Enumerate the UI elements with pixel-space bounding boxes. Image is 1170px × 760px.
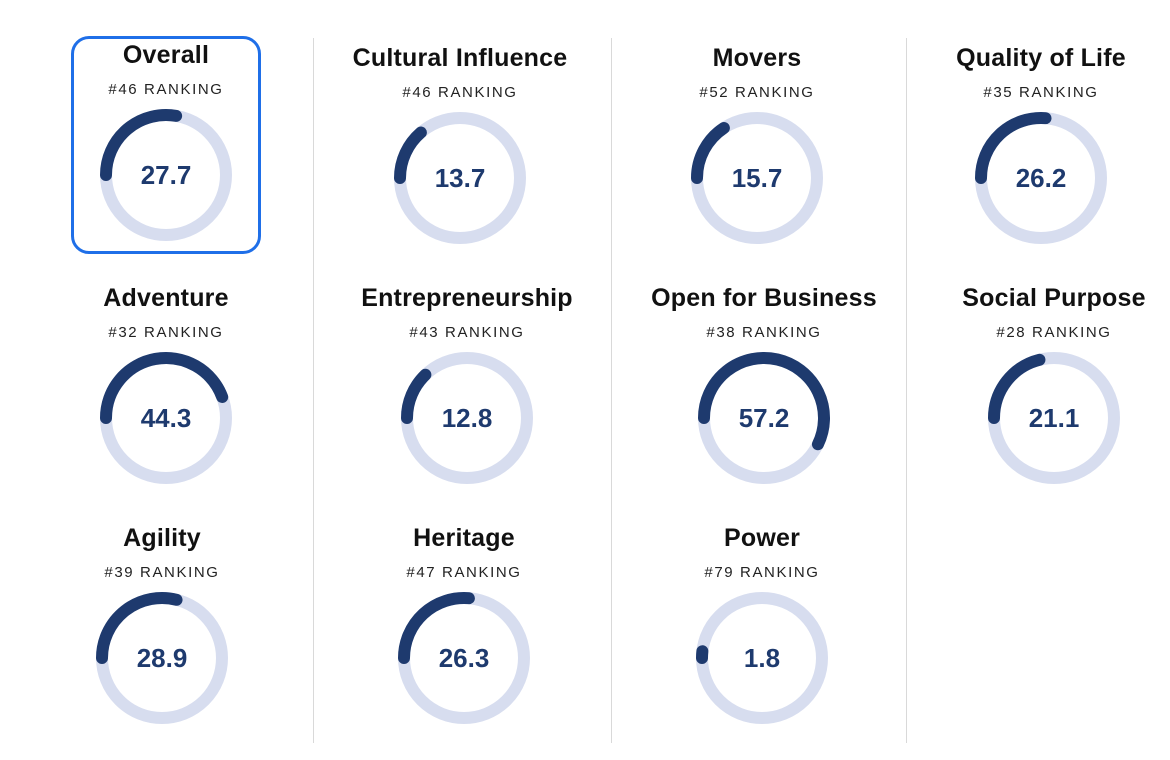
gauge-rank: #28 RANKING: [996, 324, 1112, 341]
gauge-value: 13.7: [435, 163, 486, 193]
gauge-title: Cultural Influence: [352, 44, 568, 72]
gauge-ring: 13.7: [394, 112, 526, 244]
gauge-ring: 28.9: [96, 592, 228, 724]
gauge-title: Open for Business: [651, 284, 877, 312]
gauge-ring: 12.8: [401, 352, 533, 484]
gauge-ring: 26.2: [975, 112, 1107, 244]
gauge-card-power[interactable]: Power #79 RANKING 1.8: [642, 520, 882, 750]
gauge-value: 21.1: [1029, 403, 1080, 433]
gauge-card-movers[interactable]: Movers #52 RANKING 15.7: [637, 40, 877, 270]
gauge-arc-agility: [96, 592, 183, 664]
gauge-ring: 15.7: [691, 112, 823, 244]
gauge-rank: #43 RANKING: [409, 324, 525, 341]
gauge-title: Heritage: [413, 524, 515, 552]
gauge-arc-entrepreneurship: [401, 368, 432, 424]
gauge-title: Adventure: [103, 284, 229, 312]
gauge-arc-open-for-business: [698, 352, 830, 451]
gauge-ring: 26.3: [398, 592, 530, 724]
gauge-card-adventure[interactable]: Adventure #32 RANKING 44.3: [46, 280, 286, 510]
gauge-title: Agility: [123, 524, 201, 552]
gauge-card-cultural-influence[interactable]: Cultural Influence #46 RANKING 13.7: [340, 40, 580, 270]
gauge-title: Quality of Life: [956, 44, 1126, 72]
gauge-rank: #39 RANKING: [104, 564, 220, 581]
gauge-card-open-for-business[interactable]: Open for Business #38 RANKING 57.2: [644, 280, 884, 510]
gauge-card-social-purpose[interactable]: Social Purpose #28 RANKING 21.1: [934, 280, 1170, 510]
gauge-ring: 1.8: [696, 592, 828, 724]
gauge-value: 28.9: [137, 643, 188, 673]
gauge-rank: #35 RANKING: [983, 84, 1099, 101]
gauge-arc-social-purpose: [988, 353, 1046, 424]
gauge-arc-movers: [691, 121, 730, 184]
gauge-arc-cultural-influence: [394, 126, 427, 184]
gauge-card-quality-of-life[interactable]: Quality of Life #35 RANKING 26.2: [921, 40, 1161, 270]
gauge-title: Overall: [122, 41, 210, 69]
gauge-title: Entrepreneurship: [361, 284, 573, 312]
gauge-title: Movers: [712, 44, 802, 72]
gauge-ring: 21.1: [988, 352, 1120, 484]
gauge-value: 15.7: [732, 163, 783, 193]
gauge-rank: #47 RANKING: [406, 564, 522, 581]
gauge-arc-adventure: [100, 352, 229, 424]
gauge-ring: 44.3: [100, 352, 232, 484]
divider: [611, 38, 612, 743]
gauge-rank: #79 RANKING: [704, 564, 820, 581]
gauge-value: 1.8: [744, 643, 780, 673]
gauge-rank: #46 RANKING: [108, 81, 224, 98]
gauge-value: 26.3: [439, 643, 490, 673]
gauge-value: 44.3: [141, 403, 192, 433]
gauge-arc-quality-of-life: [975, 112, 1052, 184]
gauge-value: 26.2: [1016, 163, 1067, 193]
gauge-rank: #52 RANKING: [699, 84, 815, 101]
gauge-ring: 57.2: [698, 352, 830, 484]
gauge-card-entrepreneurship[interactable]: Entrepreneurship #43 RANKING 12.8: [347, 280, 587, 510]
gauge-rank: #46 RANKING: [402, 84, 518, 101]
gauge-value: 12.8: [442, 403, 493, 433]
gauge-card-agility[interactable]: Agility #39 RANKING 28.9: [42, 520, 282, 750]
divider: [313, 38, 314, 743]
gauge-arc-overall: [100, 109, 183, 181]
gauge-value: 27.7: [141, 160, 192, 190]
divider: [906, 38, 907, 743]
gauge-rank: #32 RANKING: [108, 324, 224, 341]
gauge-ring: 27.7: [100, 109, 232, 241]
gauge-rank: #38 RANKING: [706, 324, 822, 341]
gauge-title: Social Purpose: [962, 284, 1146, 312]
gauge-title: Power: [723, 524, 801, 552]
gauge-card-overall[interactable]: Overall #46 RANKING 27.7: [71, 36, 261, 254]
gauge-card-heritage[interactable]: Heritage #47 RANKING 26.3: [344, 520, 584, 750]
gauge-arc-heritage: [398, 592, 475, 664]
gauge-value: 57.2: [739, 403, 790, 433]
